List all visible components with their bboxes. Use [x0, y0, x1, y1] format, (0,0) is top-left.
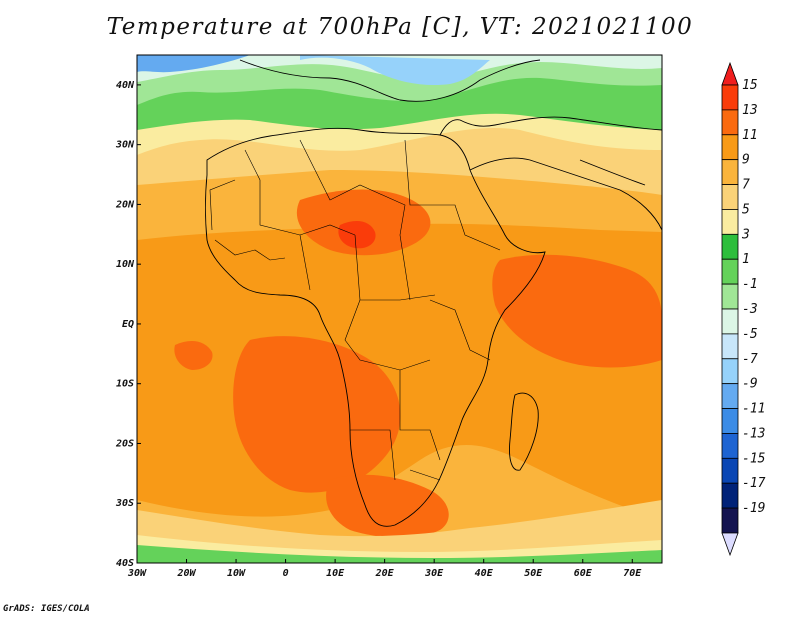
colorbar-swatch: [721, 258, 739, 285]
colorbar-label: -19: [742, 501, 765, 516]
colorbar-swatch: [721, 408, 739, 434]
map-title: Temperature at 700hPa [C], VT: 202102110…: [106, 14, 694, 40]
colorbar-label: 1: [742, 252, 750, 267]
lat-tick-label: 40N: [116, 80, 135, 91]
colorbar-swatch: [721, 283, 739, 310]
colorbar-swatch: [721, 84, 739, 111]
colorbar-label: -9: [742, 377, 758, 392]
lon-tick-label: 10W: [227, 568, 246, 579]
colorbar-label: -11: [742, 402, 765, 417]
colorbar-label: -7: [742, 352, 758, 367]
lat-tick-label: 10S: [116, 379, 134, 390]
lon-tick-label: 0: [283, 568, 289, 579]
colorbar-swatch: [721, 457, 739, 484]
colorbar-swatch: [721, 433, 739, 459]
colorbar-label: 7: [742, 178, 750, 193]
colorbar-label: -3: [742, 302, 758, 317]
longitude-axis: 30W 20W 10W 0 10E 20E 30E 40E 50E 60E 70E: [127, 559, 642, 579]
colorbar-label: -15: [742, 451, 766, 466]
colorbar-swatch: [721, 209, 739, 235]
colorbar-swatch: [721, 358, 739, 385]
colorbar-swatch: [721, 184, 739, 210]
lon-tick-label: 60E: [574, 568, 593, 579]
credit-text: GrADS: IGES/COLA: [3, 604, 90, 614]
lat-tick-label: 20S: [115, 438, 134, 449]
lat-tick-label: 30N: [115, 140, 135, 151]
colorbar-label: -1: [742, 277, 758, 292]
colorbar-label: -17: [742, 476, 766, 491]
colorbar: 15 13 11 9 7 5 3 1 -1 -3 -5 -7 -9 -11 -13 -15 -17 -19: [721, 61, 766, 557]
colorbar-label: 9: [742, 153, 750, 168]
lon-tick-label: 50E: [524, 568, 543, 579]
lon-tick-label: 20E: [375, 568, 395, 579]
latitude-axis: 40N 30N 20N 10N EQ 10S 20S 30S 40S: [115, 80, 141, 569]
lon-tick-label: 30W: [127, 568, 147, 579]
colorbar-swatch: [721, 308, 739, 335]
lon-tick-label: 10E: [326, 568, 345, 579]
colorbar-swatch: [721, 159, 739, 185]
temperature-field: [137, 55, 662, 563]
coastlines: [205, 59, 662, 527]
plot-frame: [136, 54, 663, 564]
colorbar-bottom-arrow: [721, 532, 739, 557]
lat-tick-label: 40S: [116, 558, 134, 569]
colorbar-top-arrow: [721, 61, 739, 86]
lat-tick-label: EQ: [122, 319, 134, 330]
lon-tick-label: 70E: [623, 568, 642, 579]
colorbar-label: 3: [741, 227, 750, 242]
colorbar-label: 15: [742, 78, 758, 93]
colorbar-label: -13: [742, 426, 765, 441]
colorbar-swatch: [721, 507, 739, 534]
lat-tick-label: 30S: [115, 498, 134, 509]
colorbar-swatch: [721, 134, 739, 161]
lon-tick-label: 30E: [424, 568, 444, 579]
colorbar-label: 11: [742, 128, 758, 143]
lon-tick-label: 20W: [176, 568, 196, 579]
lat-tick-label: 20N: [115, 199, 135, 210]
colorbar-label: -5: [742, 327, 758, 342]
lon-tick-label: 40E: [475, 568, 494, 579]
colorbar-label: 5: [742, 202, 750, 217]
country-borders: [209, 139, 501, 481]
colorbar-swatch: [721, 333, 739, 360]
colorbar-swatch: [721, 482, 739, 509]
colorbar-swatch: [721, 383, 739, 409]
colorbar-label: 13: [742, 103, 758, 118]
lat-tick-label: 10N: [116, 259, 135, 270]
colorbar-swatch: [721, 233, 739, 260]
colorbar-swatch: [721, 109, 739, 136]
